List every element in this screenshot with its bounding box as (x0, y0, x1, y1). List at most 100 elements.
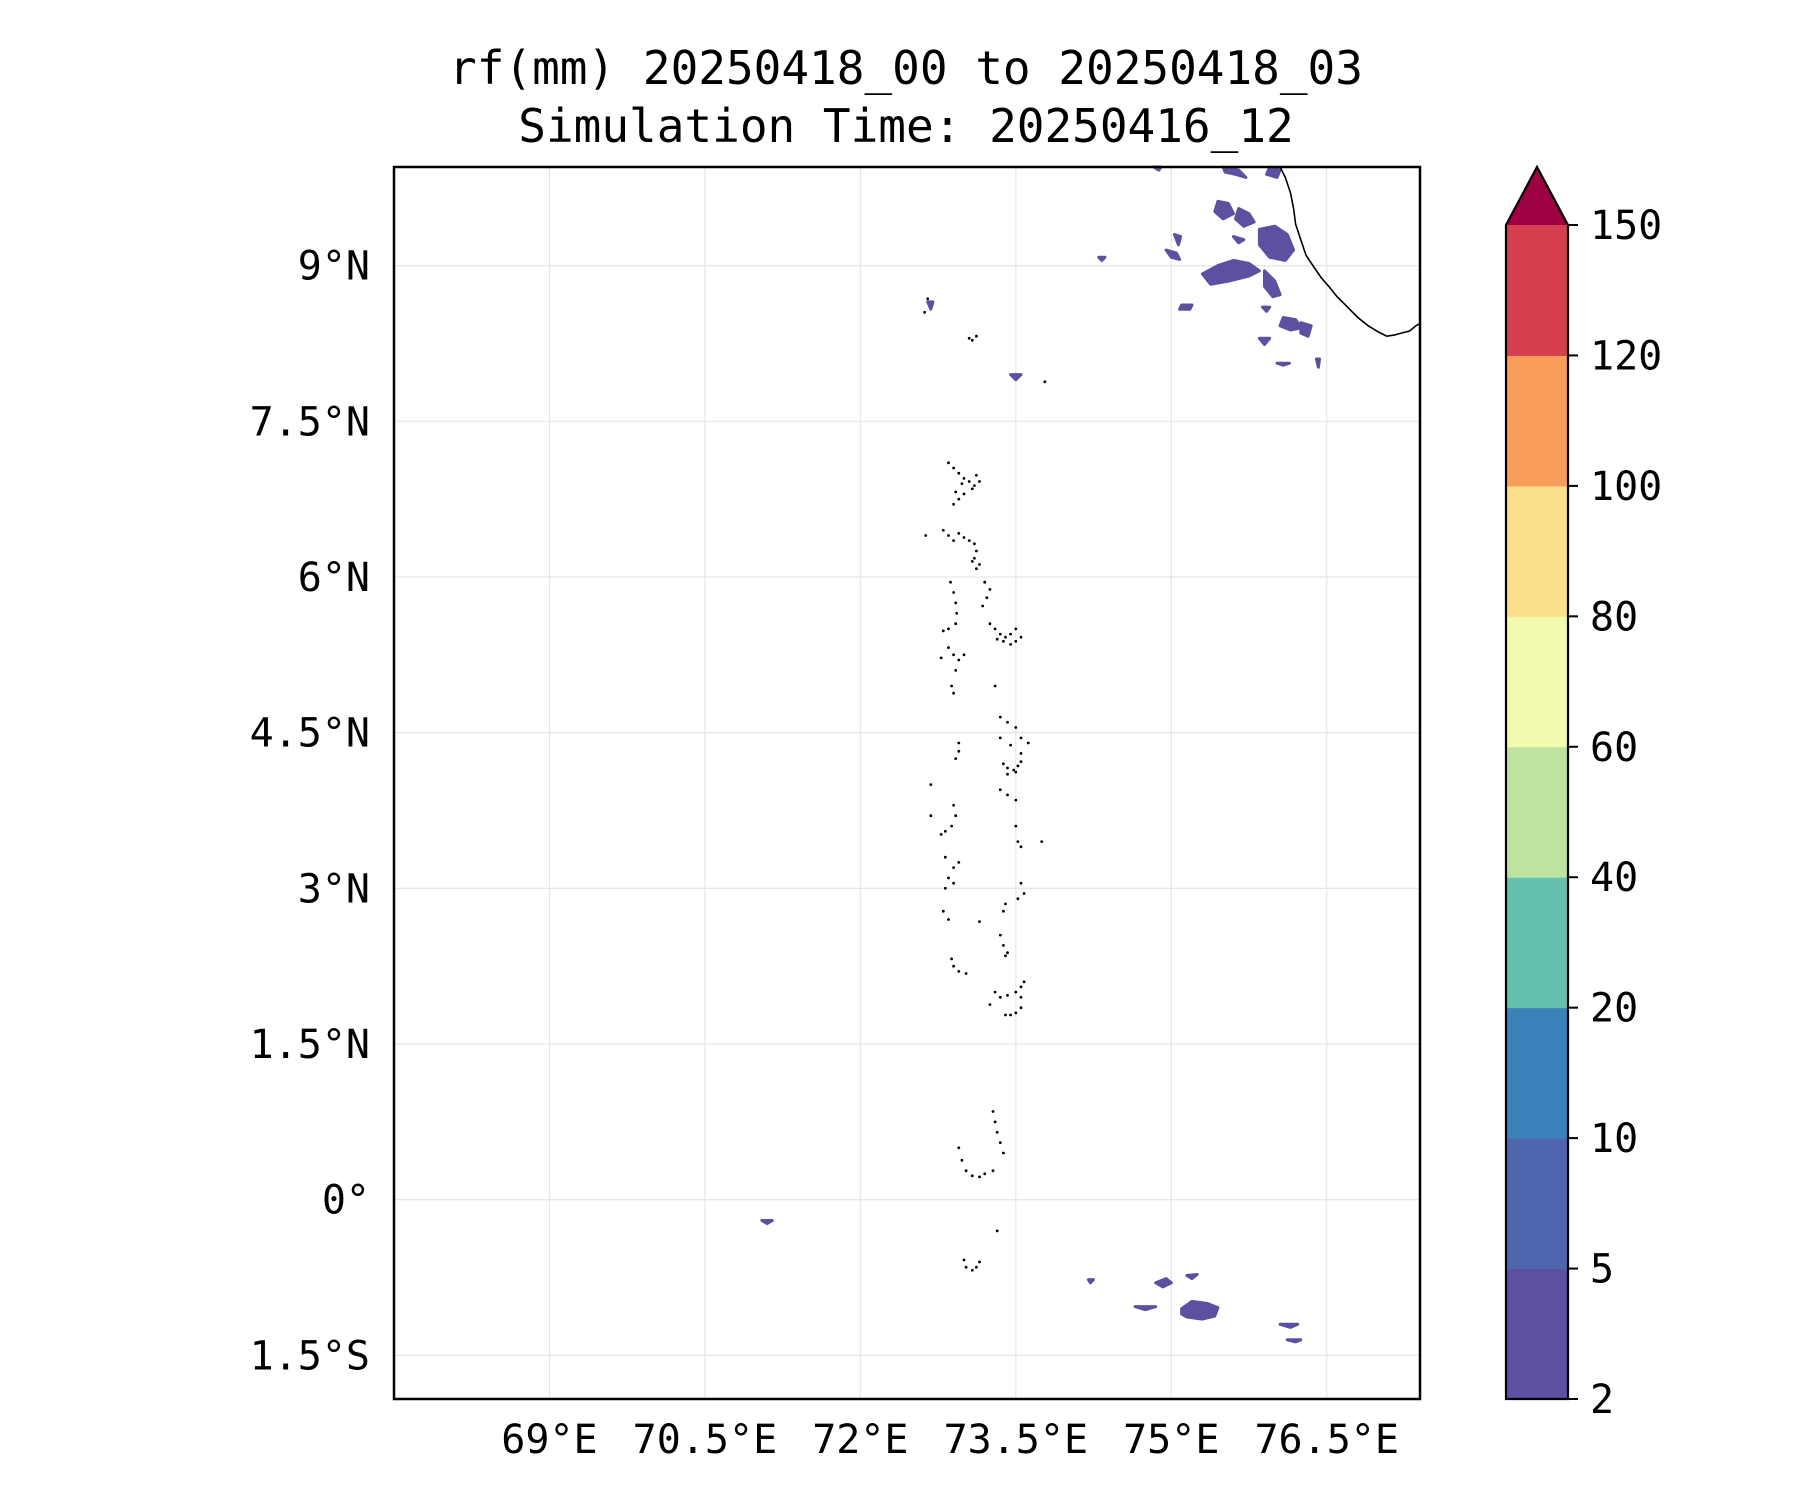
island-dot (975, 567, 978, 571)
island-dot (939, 833, 943, 836)
island-dot (993, 684, 997, 688)
y-tick-label: 6°N (298, 555, 370, 601)
island-dot (957, 658, 961, 662)
y-tick-label: 3°N (298, 866, 370, 912)
colorbar-tick-label: 10 (1590, 1116, 1638, 1162)
island-dot (1006, 766, 1009, 770)
island-dot (995, 637, 999, 641)
x-tick-label: 75°E (1123, 1417, 1219, 1463)
x-tick-label: 76.5°E (1254, 1417, 1399, 1463)
coastline-path (1279, 166, 1421, 338)
island-dot (1006, 772, 1009, 776)
island-dot (950, 824, 953, 828)
island-dot (947, 461, 950, 465)
longitude-tick-labels: 69°E 70.5°E 72°E 73.5°E 75°E 76.5°E (501, 1417, 1399, 1463)
rain-patch (1097, 255, 1107, 262)
island-dot (1009, 1013, 1012, 1017)
island-dot (1019, 635, 1023, 639)
island-dot (970, 1174, 974, 1178)
island-dot (995, 1130, 999, 1134)
island-dot (998, 933, 1002, 937)
island-dot (1022, 980, 1026, 984)
colorbar-segment (1506, 1007, 1568, 1139)
island-dot (998, 715, 1002, 719)
x-tick-label: 72°E (812, 1417, 908, 1463)
island-dot (947, 534, 950, 537)
rain-patch (1164, 248, 1182, 261)
island-dot (975, 334, 978, 338)
rain-patch (1180, 1299, 1220, 1321)
island-dot (983, 580, 987, 584)
island-dot (957, 970, 961, 973)
island-dot (954, 622, 958, 626)
rain-patch (1086, 1278, 1095, 1285)
island-dot (1004, 954, 1007, 958)
rain-patch (1299, 321, 1313, 338)
island-dot (978, 1260, 981, 1264)
rain-patch (1263, 269, 1282, 299)
island-dot (998, 995, 1002, 999)
island-dot (954, 669, 958, 672)
rain-patch (1009, 373, 1023, 382)
rain-patch (1314, 357, 1321, 369)
colorbar-segment (1506, 616, 1568, 748)
rain-patch (1221, 165, 1248, 179)
island-dot (1009, 643, 1012, 646)
island-dot (924, 534, 928, 537)
rain-patch (1172, 233, 1183, 247)
island-dot (973, 542, 976, 546)
island-dot (1014, 990, 1018, 994)
island-dot (975, 1265, 978, 1269)
island-dot (962, 492, 966, 496)
colorbar-tick-label: 40 (1590, 855, 1638, 901)
island-dot (973, 484, 976, 487)
island-dot (1019, 752, 1023, 755)
island-dot (957, 741, 961, 745)
island-dot (960, 482, 964, 485)
island-dot (964, 1169, 968, 1173)
island-dot (943, 886, 947, 890)
rain-patch (760, 1219, 774, 1226)
island-dot (952, 539, 955, 542)
colorbar-tick-label: 150 (1590, 203, 1662, 249)
island-dot (947, 876, 950, 880)
colorbar-tick-label: 80 (1590, 594, 1638, 640)
island-dot (1019, 845, 1023, 849)
island-dot (1014, 824, 1018, 828)
rain-patch (1278, 1322, 1300, 1329)
island-dot (998, 736, 1002, 740)
island-dot (978, 480, 981, 483)
rain-patch (1285, 1338, 1303, 1344)
island-dot (975, 473, 978, 477)
island-dot (973, 556, 976, 560)
rain-patch (1265, 165, 1282, 179)
rain-patch (1257, 336, 1272, 346)
island-dot (952, 502, 955, 506)
island-dot (1012, 768, 1016, 772)
island-dot (1026, 741, 1030, 745)
island-dot (1004, 635, 1007, 639)
island-dot (962, 477, 966, 480)
island-dot (939, 656, 943, 660)
colorbar-tick-label: 100 (1590, 464, 1662, 510)
island-dot (926, 297, 930, 301)
island-dot (1014, 627, 1018, 631)
island-dot (957, 532, 961, 535)
island-dot (998, 632, 1002, 636)
island-dot (970, 560, 974, 563)
rain-patch (1257, 224, 1296, 262)
island-dot (955, 611, 959, 615)
coastline (1279, 166, 1421, 338)
island-dot (950, 957, 953, 961)
island-dot (1009, 632, 1012, 636)
island-dot (941, 528, 945, 532)
colorbar-segment (1506, 485, 1568, 617)
colorbar-segment (1506, 225, 1568, 356)
island-dot (1006, 993, 1009, 997)
colorbar-outline (1504, 164, 1570, 1401)
island-dot (957, 471, 961, 475)
island-dot (962, 653, 966, 657)
island-dot (1004, 1013, 1007, 1017)
island-dot (1002, 762, 1005, 766)
